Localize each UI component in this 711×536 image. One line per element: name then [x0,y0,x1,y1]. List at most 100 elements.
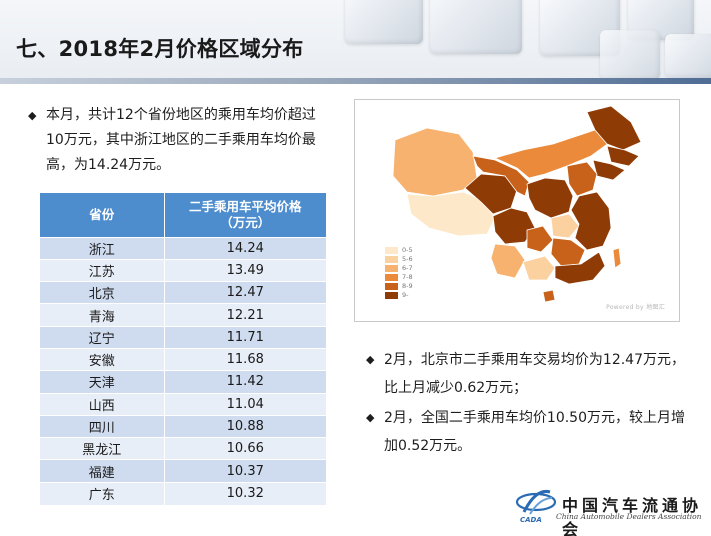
summary-bullet-text: 2月，北京市二手乘用车交易均价为12.47万元，比上月减少0.62万元； [384,352,685,396]
region-guangdong [554,251,606,285]
diamond-bullet-icon: ◆ [366,411,375,424]
cell-province: 天津 [40,370,165,394]
cada-emblem-icon [515,489,557,515]
region-hebei [566,161,598,197]
legend-swatch [385,292,398,299]
cada-logo: CADA 中国汽车流通协会 China Automobile Dealers A… [512,484,708,536]
table-header-row: 省份 二手乘用车平均价格（万元） [40,193,326,237]
diamond-bullet-icon: ◆ [366,353,375,366]
diamond-bullet-icon: ◆ [28,109,37,122]
map-legend: 0-5 5-6 6-7 7-8 8-9 9- [385,246,413,300]
cell-price: 10.88 [164,414,326,438]
slide-header: 七、2018年2月价格区域分布 [0,0,711,80]
summary-bullets: ◆ 2月，北京市二手乘用车交易均价为12.47万元，比上月减少0.62万元； ◆… [366,346,686,462]
legend-item: 9- [385,291,413,300]
table-body: 浙江 14.24 江苏 13.49 北京 12.47 青海 12.21 辽宁 11.71 安徽 11.… [40,236,326,505]
cell-province: 江苏 [40,258,165,282]
cada-abbr: CADA [520,516,542,524]
decor-cube [665,34,711,78]
region-heilongjiang [586,105,642,151]
legend-label: 8-9 [402,282,413,290]
cell-price: 10.66 [164,437,326,460]
map-watermark: Powered by 地图汇 [606,304,665,311]
cell-province: 四川 [40,414,165,438]
legend-label: 0-5 [402,246,413,254]
region-hainan [542,289,556,303]
table-row: 山西 11.04 [40,392,326,416]
legend-swatch [385,256,398,263]
cell-price: 14.24 [164,236,326,260]
cell-province: 福建 [40,459,165,483]
legend-item: 5-6 [385,255,413,264]
table-row: 天津 11.42 [40,370,326,394]
legend-swatch [385,265,398,272]
region-taiwan [612,247,622,269]
table-row: 安徽 11.68 [40,347,326,371]
header-avg-price: 二手乘用车平均价格（万元） [164,193,326,237]
cell-province: 北京 [40,281,165,304]
summary-bullet-text: 2月，全国二手乘用车均价10.50万元，较上月增加0.52万元。 [384,410,685,454]
cada-name-cn: 中国汽车流通协会 [562,496,703,536]
table-row: 浙江 14.24 [40,236,326,260]
legend-item: 0-5 [385,246,413,255]
legend-swatch [385,274,398,281]
region-xinjiang [392,127,478,197]
cell-province: 黑龙江 [40,437,165,460]
slide-title: 七、2018年2月价格区域分布 [16,37,304,61]
cell-price: 13.49 [164,258,326,282]
cell-province: 安徽 [40,347,165,371]
table-row: 辽宁 11.71 [40,325,326,349]
header-avg-price-label: 二手乘用车平均价格（万元） [188,198,302,230]
price-table: 省份 二手乘用车平均价格（万元） 浙江 14.24 江苏 13.49 北京 12.47 青海… [40,193,326,505]
region-tibet [406,191,496,237]
decor-cube [600,30,660,80]
summary-bullet-national: ◆ 2月，全国二手乘用车均价10.50万元，较上月增加0.52万元。 [366,404,686,460]
cell-price: 10.32 [164,481,326,505]
region-east-coast [570,191,612,251]
cell-province: 青海 [40,303,165,327]
table-row: 广东 10.32 [40,481,326,505]
region-jilin [606,145,640,167]
legend-swatch [385,283,398,290]
region-guangxi [522,255,556,281]
table-row: 江苏 13.49 [40,258,326,282]
legend-label: 7-8 [402,273,413,281]
header-province: 省份 [40,193,165,237]
cell-price: 11.04 [164,392,326,416]
decor-cube [430,0,522,54]
cell-province: 山西 [40,392,165,416]
table-row: 福建 10.37 [40,459,326,483]
legend-item: 8-9 [385,282,413,291]
legend-label: 5-6 [402,255,413,263]
legend-item: 6-7 [385,264,413,273]
table-row: 黑龙江 10.66 [40,437,326,460]
cell-province: 广东 [40,481,165,505]
intro-bullet: ◆ 本月，共计12个省份地区的乘用车均价超过10万元，其中浙江地区的二手乘用车均… [28,103,328,178]
legend-item: 7-8 [385,273,413,282]
region-shaanxi [526,177,574,219]
cell-price: 10.37 [164,459,326,483]
cell-price: 11.71 [164,325,326,349]
china-map-graphic [392,105,642,303]
legend-label: 9- [402,291,409,299]
region-inner-mongolia [493,127,614,179]
summary-bullet-beijing: ◆ 2月，北京市二手乘用车交易均价为12.47万元，比上月减少0.62万元； [366,346,686,402]
table-row: 北京 12.47 [40,281,326,304]
decor-cube [345,0,423,44]
table-row: 青海 12.21 [40,303,326,327]
cell-price: 12.21 [164,303,326,327]
legend-swatch [385,247,398,254]
legend-label: 6-7 [402,264,413,272]
table-row: 四川 10.88 [40,414,326,438]
china-price-map: 0-5 5-6 6-7 7-8 8-9 9- Powered by 地图汇 [354,99,680,322]
intro-bullet-text: 本月，共计12个省份地区的乘用车均价超过10万元，其中浙江地区的二手乘用车均价最… [46,107,316,173]
cell-province: 辽宁 [40,325,165,349]
region-hubei [550,213,580,239]
cada-name-en: China Automobile Dealers Association [556,512,702,521]
cell-price: 11.42 [164,370,326,394]
region-guizhou [526,225,554,253]
header-divider [0,78,711,84]
cell-price: 11.68 [164,347,326,371]
region-yunnan [490,243,526,279]
cell-province: 浙江 [40,236,165,260]
